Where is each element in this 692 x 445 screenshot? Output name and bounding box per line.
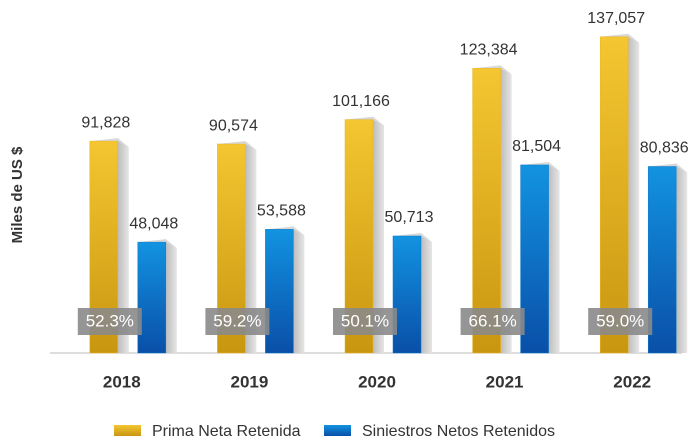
- y-axis-label: Miles de US $: [9, 146, 26, 243]
- legend-label: Prima Neta Retenida: [152, 423, 301, 440]
- bar-side: [117, 141, 129, 353]
- data-label: 81,504: [512, 138, 561, 155]
- bar-side: [500, 68, 512, 354]
- legend-swatch: [114, 425, 141, 436]
- bar-side: [293, 229, 305, 353]
- ratio-box: [205, 308, 270, 335]
- bar: [265, 229, 294, 354]
- bar-side: [165, 242, 177, 353]
- x-tick-label: 2020: [358, 372, 396, 391]
- data-label: 50,713: [385, 209, 434, 226]
- legend-label: Siniestros Netos Retenidos: [362, 423, 555, 440]
- bar: [392, 235, 422, 354]
- bar: [472, 68, 501, 354]
- bar-top: [472, 65, 512, 75]
- data-label: 137,057: [587, 10, 645, 27]
- ratio-box: [77, 308, 142, 335]
- bar-top: [89, 138, 129, 148]
- ratio-label: 66.1%: [468, 311, 516, 330]
- ratio-box: [460, 308, 525, 335]
- legend-swatch: [324, 425, 351, 436]
- ratio-label: 59.2%: [213, 311, 261, 330]
- ratio-label: 52.3%: [86, 311, 134, 330]
- data-label: 90,574: [209, 117, 258, 134]
- ratio-label: 59.0%: [596, 311, 644, 330]
- bar-top: [345, 116, 384, 126]
- data-label: 101,166: [332, 93, 390, 110]
- bar-top: [137, 239, 177, 249]
- bar-side: [628, 36, 640, 354]
- bar-top: [648, 163, 688, 173]
- data-label: 48,048: [129, 215, 178, 232]
- bar: [137, 241, 167, 354]
- bar-top: [265, 226, 305, 236]
- bar-top: [600, 33, 640, 43]
- x-tick-label: 2021: [486, 372, 524, 391]
- ratio-box: [333, 308, 397, 335]
- bar-top: [393, 232, 432, 242]
- ratio-label: 50.1%: [341, 311, 389, 330]
- bar: [520, 164, 549, 354]
- ratio-box: [588, 308, 653, 335]
- data-label: 53,588: [257, 203, 306, 220]
- bar-side: [676, 166, 688, 353]
- data-label: 91,828: [81, 114, 130, 131]
- data-label: 123,384: [460, 42, 518, 59]
- bar-side: [421, 235, 432, 353]
- bar: [599, 36, 629, 354]
- data-label: 80,836: [640, 140, 689, 157]
- bar-side: [245, 144, 257, 353]
- bar-side: [548, 164, 560, 353]
- x-tick-label: 2022: [613, 372, 651, 391]
- bar-top: [520, 161, 560, 171]
- bar-top: [217, 141, 257, 151]
- bar: [647, 166, 677, 354]
- x-tick-label: 2018: [103, 372, 141, 391]
- bar-side: [373, 119, 384, 354]
- x-tick-label: 2019: [230, 372, 268, 391]
